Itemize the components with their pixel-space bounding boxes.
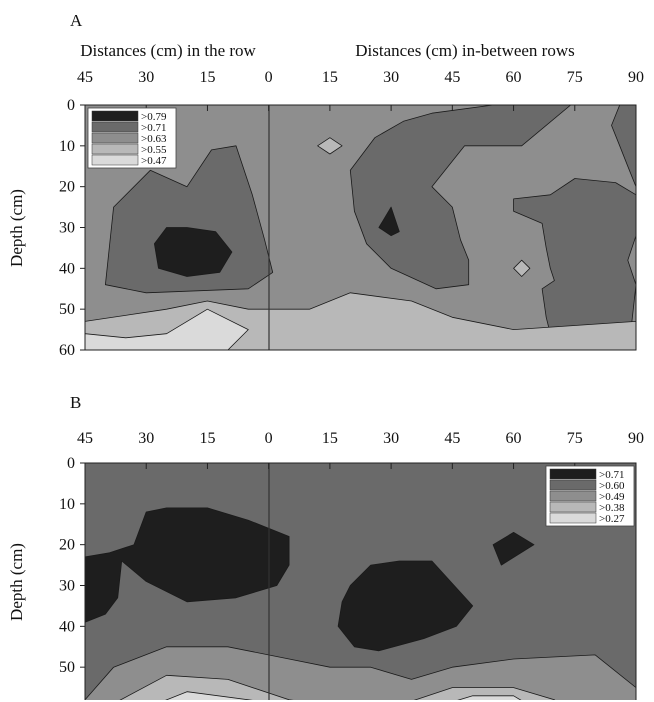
y-tick-label-b-2: 20 <box>59 537 75 554</box>
x-ticks-b: 45 30 15 0 15 30 45 60 75 90 <box>77 430 644 469</box>
x-tick-label-b-8: 75 <box>567 430 583 447</box>
x-tick-label-a-5: 30 <box>383 69 399 86</box>
contour-region-b-0 <box>85 507 290 623</box>
contour-regions-a <box>85 105 636 350</box>
legend-b: >0.71>0.60>0.49>0.38>0.27 <box>545 465 635 527</box>
legend-swatch-a-2 <box>91 132 139 144</box>
x-tick-label-b-5: 30 <box>383 430 399 447</box>
x-tick-label-a-2: 15 <box>199 69 215 86</box>
contour-region-a-8 <box>317 137 343 155</box>
legend-swatch-a-0 <box>91 110 139 122</box>
y-axis-label-b: Depth (cm) <box>7 543 26 621</box>
y-tick-label-a-3: 30 <box>59 220 75 237</box>
y-tick-label-b-4: 40 <box>59 618 75 635</box>
panel-label-a: A <box>70 11 83 30</box>
x-ticks-a: 45 30 15 0 15 30 45 60 75 90 <box>77 69 644 111</box>
x-tick-label-b-0: 45 <box>77 430 93 447</box>
y-ticks-b: 0 10 20 30 40 50 60 <box>59 455 85 702</box>
contour-regions-b <box>85 507 636 700</box>
x-tick-label-a-4: 15 <box>322 69 338 86</box>
y-ticks-a: 0 10 20 30 40 50 60 <box>59 97 85 359</box>
x-tick-label-a-7: 60 <box>506 69 522 86</box>
legend-swatch-a-3 <box>91 143 139 155</box>
y-tick-label-a-0: 0 <box>67 97 75 114</box>
legend-label-b-3: >0.38 <box>599 502 625 514</box>
y-tick-label-a-4: 40 <box>59 260 75 277</box>
legend-label-b-0: >0.71 <box>599 469 624 481</box>
contour-region-a-7 <box>85 308 249 350</box>
legend-label-b-2: >0.49 <box>599 491 625 503</box>
x-tick-label-b-6: 45 <box>444 430 460 447</box>
x-tick-label-a-9: 90 <box>628 69 644 86</box>
legend-label-b-1: >0.60 <box>599 480 625 492</box>
y-tick-label-b-1: 10 <box>59 496 75 513</box>
x-tick-label-b-4: 15 <box>322 430 338 447</box>
legend-swatch-b-0 <box>549 468 597 480</box>
x-tick-label-b-3: 0 <box>265 430 273 447</box>
y-tick-label-a-1: 10 <box>59 138 75 155</box>
legend-swatch-b-1 <box>549 479 597 491</box>
header-in-row: Distances (cm) in the row <box>80 41 256 60</box>
contour-region-a-4 <box>153 227 233 277</box>
y-tick-label-b-0: 0 <box>67 455 75 472</box>
contour-region-b-6 <box>165 691 253 700</box>
x-tick-label-a-0: 45 <box>77 69 93 86</box>
contour-region-b-4 <box>119 674 294 700</box>
x-tick-label-a-3: 0 <box>265 69 273 86</box>
y-tick-label-a-6: 60 <box>59 342 75 359</box>
contour-region-a-9 <box>513 259 531 277</box>
y-tick-label-a-5: 50 <box>59 301 75 318</box>
legend-swatch-b-4 <box>549 512 597 524</box>
panel-a: A Distances (cm) in the row Distances (c… <box>7 11 644 359</box>
contour-region-b-7 <box>457 695 522 700</box>
header-between-rows: Distances (cm) in-between rows <box>355 41 575 60</box>
legend-swatch-a-4 <box>91 154 139 166</box>
x-tick-label-a-8: 75 <box>567 69 583 86</box>
legend-label-a-4: >0.47 <box>141 155 167 167</box>
y-tick-label-b-3: 30 <box>59 578 75 595</box>
contour-region-a-3 <box>611 105 636 188</box>
y-axis-label-a: Depth (cm) <box>7 189 26 267</box>
x-tick-label-b-9: 90 <box>628 430 644 447</box>
y-tick-label-b-6: 60 <box>59 700 75 702</box>
contour-region-a-5 <box>378 206 400 237</box>
x-tick-label-b-1: 30 <box>138 430 154 447</box>
panel-label-b: B <box>70 393 81 412</box>
x-tick-label-b-7: 60 <box>506 430 522 447</box>
panel-b: B Depth (cm) 45 30 15 0 15 30 45 60 75 90 0 10 20 30… <box>7 393 644 702</box>
legend-label-a-1: >0.71 <box>141 122 166 134</box>
y-tick-label-a-2: 20 <box>59 179 75 196</box>
legend-swatch-b-2 <box>549 490 597 502</box>
legend-swatch-b-3 <box>549 501 597 513</box>
legend-label-a-3: >0.55 <box>141 144 167 156</box>
x-tick-label-b-2: 15 <box>199 430 215 447</box>
x-tick-label-a-1: 30 <box>138 69 154 86</box>
y-tick-label-b-5: 50 <box>59 659 75 676</box>
contour-region-a-2 <box>513 178 636 350</box>
contour-region-b-5 <box>413 687 556 700</box>
legend-label-a-2: >0.63 <box>141 133 167 145</box>
legend-swatch-a-1 <box>91 121 139 133</box>
x-tick-label-a-6: 45 <box>444 69 460 86</box>
contour-region-a-1 <box>349 105 572 290</box>
contour-region-b-2 <box>492 532 535 566</box>
legend-label-a-0: >0.79 <box>141 111 167 123</box>
legend-a: >0.79>0.71>0.63>0.55>0.47 <box>87 107 177 169</box>
legend-label-b-4: >0.27 <box>599 513 625 525</box>
plot-frame-b <box>84 462 637 700</box>
contour-region-b-1 <box>337 560 474 652</box>
